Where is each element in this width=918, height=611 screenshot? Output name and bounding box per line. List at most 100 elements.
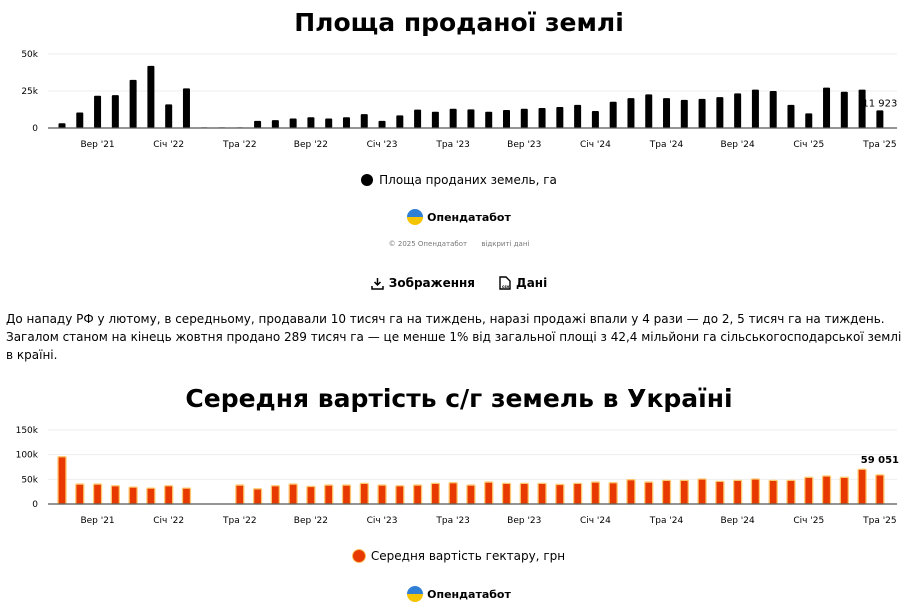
x-tick-label: Вер '22 — [294, 516, 328, 526]
opendatabot-logo-icon — [407, 209, 424, 225]
bar — [768, 479, 778, 505]
bar — [94, 95, 102, 128]
bar — [698, 98, 706, 128]
y-tick-label: 0 — [32, 500, 38, 510]
bar — [252, 488, 263, 505]
chart-title-area: Площа проданої землі — [294, 8, 624, 37]
bar — [501, 482, 512, 505]
bar — [750, 478, 761, 505]
x-tick-label: Тра '24 — [649, 516, 684, 526]
bar — [627, 98, 635, 128]
bar — [92, 483, 103, 505]
legend-area[interactable]: Площа проданих земель, га — [0, 173, 918, 187]
x-tick-label: Січ '25 — [793, 516, 824, 526]
bar — [823, 87, 831, 128]
last-value-label: 11 923 — [862, 98, 897, 109]
bar — [254, 120, 262, 128]
svg-text:csv: csv — [502, 284, 510, 289]
legend-price[interactable]: Середня вартість гектару, грн — [0, 549, 918, 563]
logo-text: Опендатабот — [427, 587, 511, 601]
download-data-button[interactable]: csv Дані — [499, 276, 547, 290]
bar — [181, 487, 192, 505]
bar — [378, 120, 386, 128]
download-icon — [371, 277, 384, 290]
description-paragraph: До нападу РФ у лютому, в середньому, про… — [6, 312, 902, 362]
bar — [342, 117, 350, 128]
x-tick-label: Вер '21 — [80, 516, 114, 526]
opendatabot-logo[interactable]: Опендатабот — [0, 209, 918, 225]
bar — [732, 479, 743, 505]
chart-title-price: Середня вартість с/г земель в Україні — [185, 384, 733, 413]
y-tick-label: 150k — [16, 426, 39, 436]
y-tick-label: 100k — [16, 451, 39, 461]
x-tick-label: Вер '24 — [721, 140, 755, 150]
bar — [520, 108, 528, 128]
y-tick-label: 50k — [21, 475, 38, 485]
bar — [574, 104, 582, 128]
opendatabot-logo[interactable]: Опендатабот — [0, 586, 918, 602]
x-tick-label: Тра '23 — [435, 140, 470, 150]
bar — [609, 101, 617, 128]
bar — [467, 109, 475, 128]
bar — [360, 114, 368, 128]
x-tick-label: Вер '21 — [80, 140, 114, 150]
x-tick-label: Вер '24 — [721, 516, 755, 526]
bar — [876, 110, 884, 128]
last-value-label: 59 051 — [861, 455, 899, 466]
x-tick-label: Тра '25 — [862, 140, 897, 150]
y-tick-label: 50k — [21, 50, 38, 60]
bar — [128, 486, 138, 505]
bar — [58, 123, 66, 128]
bar — [804, 476, 814, 505]
area-sold-chart: 0 25k 50k Вер '21 Січ '22 Тра '22 Вер '22 Січ '… — [21, 50, 897, 150]
bar — [572, 482, 583, 505]
bar — [538, 108, 546, 128]
bar — [591, 110, 599, 128]
x-tick-label: Січ '24 — [580, 140, 611, 150]
bar — [235, 484, 245, 505]
bar — [590, 481, 601, 505]
x-tick-label: Січ '24 — [580, 516, 611, 526]
bar — [857, 468, 867, 505]
bar — [805, 113, 813, 128]
logo-text: Опендатабот — [427, 210, 511, 224]
download-data-label: Дані — [516, 276, 548, 290]
bar — [519, 482, 529, 505]
bar — [858, 89, 866, 128]
average-price-chart: 0 50k 100k 150k Вер '21 Січ '22 Тра '22 Вер '22… — [16, 426, 899, 526]
open-data-link[interactable]: відкриті дані — [481, 240, 530, 248]
x-tick-label: Тра '23 — [435, 516, 470, 526]
x-tick-label: Січ '23 — [367, 516, 398, 526]
bar — [663, 98, 671, 128]
x-tick-label: Січ '25 — [793, 140, 824, 150]
bar — [306, 485, 316, 505]
bar — [555, 483, 565, 505]
bar — [839, 476, 849, 505]
bar — [679, 479, 689, 505]
bar — [431, 111, 439, 128]
bar — [147, 65, 155, 128]
legend-dot-icon — [352, 550, 365, 562]
y-tick-label: 0 — [32, 124, 38, 134]
bar — [661, 479, 672, 505]
bar — [76, 112, 84, 128]
x-tick-label: Січ '22 — [153, 516, 184, 526]
bar — [430, 482, 441, 505]
y-tick-label: 25k — [21, 87, 38, 97]
bar — [146, 487, 156, 505]
download-image-button[interactable]: Зображення — [371, 276, 475, 290]
bar — [875, 474, 885, 505]
bar — [821, 475, 832, 505]
bar — [734, 93, 742, 128]
bar — [608, 482, 618, 505]
bar — [697, 478, 707, 505]
bar — [414, 109, 422, 128]
x-tick-label: Тра '22 — [222, 516, 257, 526]
bar — [165, 104, 173, 128]
copyright: © 2025 Опендатабот відкриті дані — [0, 240, 918, 248]
bar — [645, 94, 653, 128]
x-tick-label: Тра '25 — [862, 516, 897, 526]
bar — [129, 79, 137, 128]
bar — [341, 484, 352, 505]
bar — [716, 97, 724, 128]
